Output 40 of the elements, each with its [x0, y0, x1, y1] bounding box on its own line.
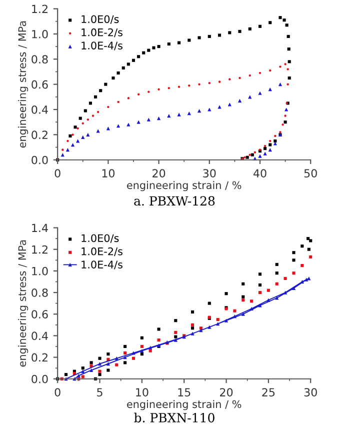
y-tick-label: 0.2 — [32, 130, 48, 140]
x-tick-label: 25 — [262, 388, 275, 396]
x-tick-label: 50 — [304, 169, 317, 178]
y-tick-label: 0.4 — [32, 105, 48, 114]
x-tick-label: 10 — [102, 169, 115, 178]
y-tick-label: 1.0 — [32, 30, 48, 38]
legend-label: 1.0E0/s — [82, 15, 119, 24]
y-tick-label: 0.6 — [32, 80, 48, 89]
y-tick-label: 1.4 — [32, 224, 48, 232]
text: b. PBXN-110 — [134, 412, 214, 422]
x-tick-label: 30 — [304, 388, 317, 396]
y-tick-label: 0.0 — [32, 156, 48, 164]
y-tick-label: 0.6 — [32, 310, 48, 318]
x-tick-label: 5 — [97, 388, 102, 396]
text: a. PBXW-128 — [134, 196, 215, 206]
x-tick-label: 0 — [54, 169, 60, 178]
y-tick-label: 0.2 — [32, 353, 48, 362]
y-tick-label: 0.8 — [32, 55, 48, 64]
y-axis-title: engineering stress / MPa — [18, 21, 28, 148]
x-tick-label: 10 — [136, 388, 148, 396]
y-tick-label: 1.2 — [32, 245, 48, 254]
x-tick-label: 30 — [203, 169, 216, 178]
y-tick-label: 1.0 — [32, 266, 48, 276]
y-tick-label: 0.4 — [32, 332, 48, 340]
y-tick-label: 0.8 — [32, 288, 48, 297]
x-tick-label: 20 — [220, 388, 233, 396]
legend-label: 1.0E-2/s — [82, 28, 122, 38]
x-tick-label: 40 — [253, 169, 266, 178]
x-axis-title: engineering strain / % — [127, 181, 242, 192]
x-axis-title: engineering strain / % — [127, 400, 242, 410]
legend-label: 1.0E0/s — [82, 234, 119, 243]
y-tick-label: 0.0 — [32, 374, 48, 384]
legend-label: 1.0E-2/s — [82, 247, 122, 256]
legend-label: 1.0E-4/s — [82, 260, 122, 270]
x-tick-label: 0 — [54, 388, 60, 396]
legend-label: 1.0E-4/s — [82, 42, 122, 50]
y-tick-label: 1.2 — [32, 4, 48, 13]
x-tick-label: 20 — [152, 169, 166, 178]
x-tick-label: 15 — [178, 388, 190, 396]
y-axis-title: engineering stress / MPa — [18, 240, 28, 367]
